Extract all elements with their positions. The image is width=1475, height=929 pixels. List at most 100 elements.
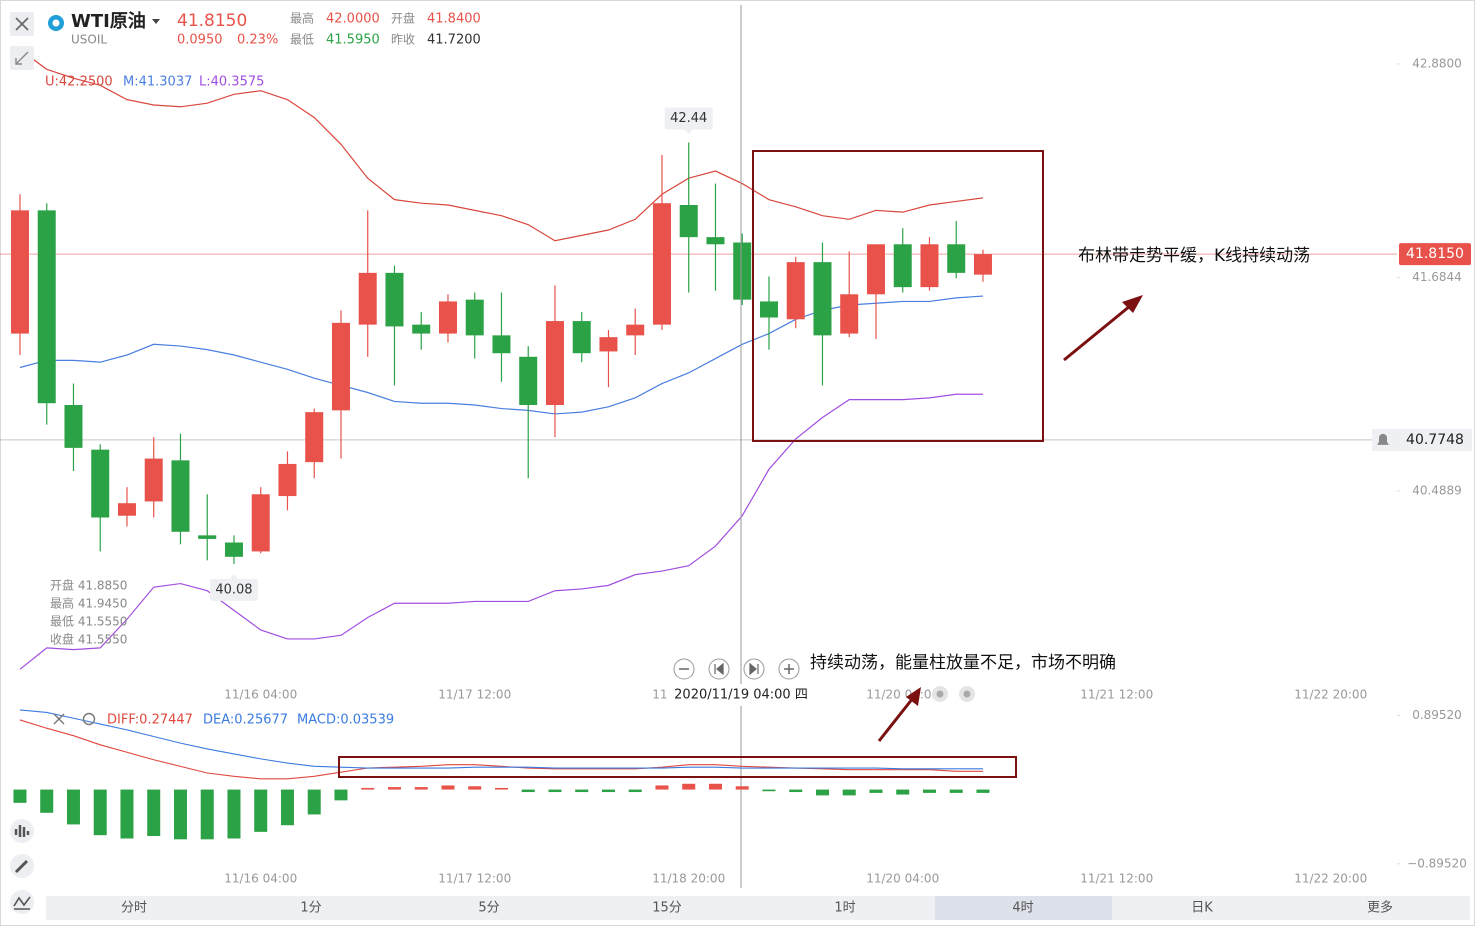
x-tick-label: 11/21 12:00 bbox=[1080, 872, 1153, 886]
x-tick-label: 11/17 12:00 bbox=[438, 688, 511, 702]
symbol-name[interactable]: WTI原油 bbox=[71, 10, 146, 32]
price-tag bbox=[1399, 243, 1471, 266]
tab[interactable]: 分时 bbox=[121, 901, 147, 916]
first-icon bbox=[714, 662, 724, 676]
macd-settings-icon[interactable] bbox=[82, 712, 96, 726]
dot-icon bbox=[963, 690, 971, 698]
readout-line: 最高 41.9450 bbox=[50, 596, 127, 611]
candle-body bbox=[305, 412, 324, 463]
tab[interactable]: 更多 bbox=[1367, 900, 1393, 916]
candle-body bbox=[171, 460, 190, 532]
stat-value: 41.7200 bbox=[427, 33, 481, 48]
arrow-head bbox=[1122, 295, 1143, 313]
macd-bar bbox=[173, 789, 187, 840]
dot-icon bbox=[936, 690, 944, 698]
tab[interactable]: 5分 bbox=[478, 901, 499, 916]
band-line bbox=[19, 393, 983, 670]
stat-value: 41.8400 bbox=[427, 12, 481, 27]
macd-bar bbox=[575, 789, 589, 793]
close-icon bbox=[15, 17, 29, 31]
tab[interactable]: 日K bbox=[1191, 901, 1213, 916]
header: WTI原油 USOIL 41.8150 0.0950 0.23% 最高 42.0… bbox=[10, 10, 481, 70]
candle-body bbox=[840, 294, 859, 334]
candle-body bbox=[572, 321, 591, 354]
last-icon bbox=[749, 662, 759, 676]
candle-body bbox=[278, 463, 297, 497]
indicator-legend: U:42.2500 bbox=[45, 75, 113, 90]
candle-body bbox=[144, 458, 163, 502]
macd-bar bbox=[13, 789, 27, 803]
last-price: 41.8150 bbox=[177, 11, 247, 31]
tool-icon bbox=[13, 896, 31, 910]
candle-body bbox=[64, 405, 83, 448]
macd-bar bbox=[414, 787, 428, 790]
macd-bar bbox=[441, 785, 455, 790]
symbol-dropdown[interactable] bbox=[152, 19, 160, 24]
arrow bbox=[877, 697, 915, 742]
macd-bar bbox=[682, 783, 696, 790]
macd-bar bbox=[521, 789, 535, 793]
candle-body bbox=[251, 494, 270, 552]
macd-bar bbox=[735, 786, 749, 790]
candle-body bbox=[679, 205, 698, 238]
macd-bar bbox=[227, 789, 241, 839]
tab[interactable]: 15分 bbox=[652, 901, 682, 916]
macd-bar bbox=[548, 789, 562, 793]
macd-bar bbox=[815, 789, 829, 796]
x-tick-label: 11/16 04:00 bbox=[224, 688, 297, 702]
zoom-in-icon bbox=[784, 664, 794, 674]
annotation-text: 持续动荡，能量柱放量不足，市场不明确 bbox=[810, 653, 1116, 673]
band-line bbox=[19, 49, 984, 242]
macd-close-icon[interactable] bbox=[53, 713, 65, 725]
stat-value: 41.5950 bbox=[326, 33, 380, 48]
left-toolbar bbox=[10, 819, 34, 914]
nav-controls bbox=[673, 658, 975, 702]
tab[interactable]: 4时 bbox=[1012, 901, 1033, 916]
macd-legend: DIFF:0.27447 bbox=[107, 713, 193, 728]
tab[interactable]: 1时 bbox=[834, 901, 855, 916]
macd-legend: DEA:0.25677 bbox=[203, 713, 288, 728]
candle-body bbox=[358, 272, 377, 325]
candle-body bbox=[519, 356, 538, 405]
extreme-label: 42.44 bbox=[670, 111, 707, 126]
stat-label: 最低 bbox=[290, 33, 314, 47]
alert-tag-label: 40.7748 bbox=[1406, 432, 1464, 448]
macd-bar bbox=[601, 789, 615, 793]
x-tick-label: 11/18 20:00 bbox=[652, 872, 725, 886]
x-tick-label: 11/22 20:00 bbox=[1294, 688, 1367, 702]
tab[interactable]: 1分 bbox=[300, 901, 321, 916]
candle-body bbox=[37, 210, 56, 404]
candle-body bbox=[545, 321, 564, 405]
macd-bar bbox=[842, 789, 856, 796]
x-tick-label: 11/17 12:00 bbox=[438, 872, 511, 886]
annotation-text: 布林带走势平缓，K线持续动荡 bbox=[1078, 246, 1310, 266]
macd-bar bbox=[949, 789, 963, 793]
tab-selected bbox=[935, 896, 1112, 920]
macd-bar bbox=[200, 789, 214, 840]
x-tick-label: 11/20 04:00 bbox=[866, 688, 939, 702]
tool-button[interactable] bbox=[10, 819, 34, 843]
tool-icon bbox=[14, 825, 30, 837]
stat-label: 最高 bbox=[290, 11, 314, 26]
stat-label: 昨收 bbox=[391, 33, 415, 47]
symbol-code: USOIL bbox=[71, 33, 107, 47]
macd-bar bbox=[708, 783, 722, 790]
macd-line bbox=[19, 719, 983, 780]
readout-line: 最低 41.5550 bbox=[50, 615, 127, 629]
macd-bar bbox=[66, 789, 80, 825]
candle-body bbox=[733, 242, 752, 300]
macd-bar bbox=[93, 789, 107, 836]
macd-bar bbox=[468, 786, 482, 790]
readout-line: 收盘 41.5550 bbox=[50, 632, 127, 647]
crosshair-label: 2020/11/19 04:00 四 bbox=[674, 688, 808, 703]
period-tabs: 分时 1分 5分 15分 1时 4时 日K 更多 bbox=[46, 896, 1470, 920]
candle-body bbox=[626, 324, 645, 336]
highlight-box bbox=[752, 150, 1044, 442]
candle-body bbox=[759, 301, 778, 318]
candle-body bbox=[224, 542, 243, 557]
macd-bar bbox=[976, 789, 990, 793]
arrow bbox=[1063, 304, 1131, 362]
extreme-pointer bbox=[684, 129, 693, 135]
candle-body bbox=[893, 244, 912, 288]
